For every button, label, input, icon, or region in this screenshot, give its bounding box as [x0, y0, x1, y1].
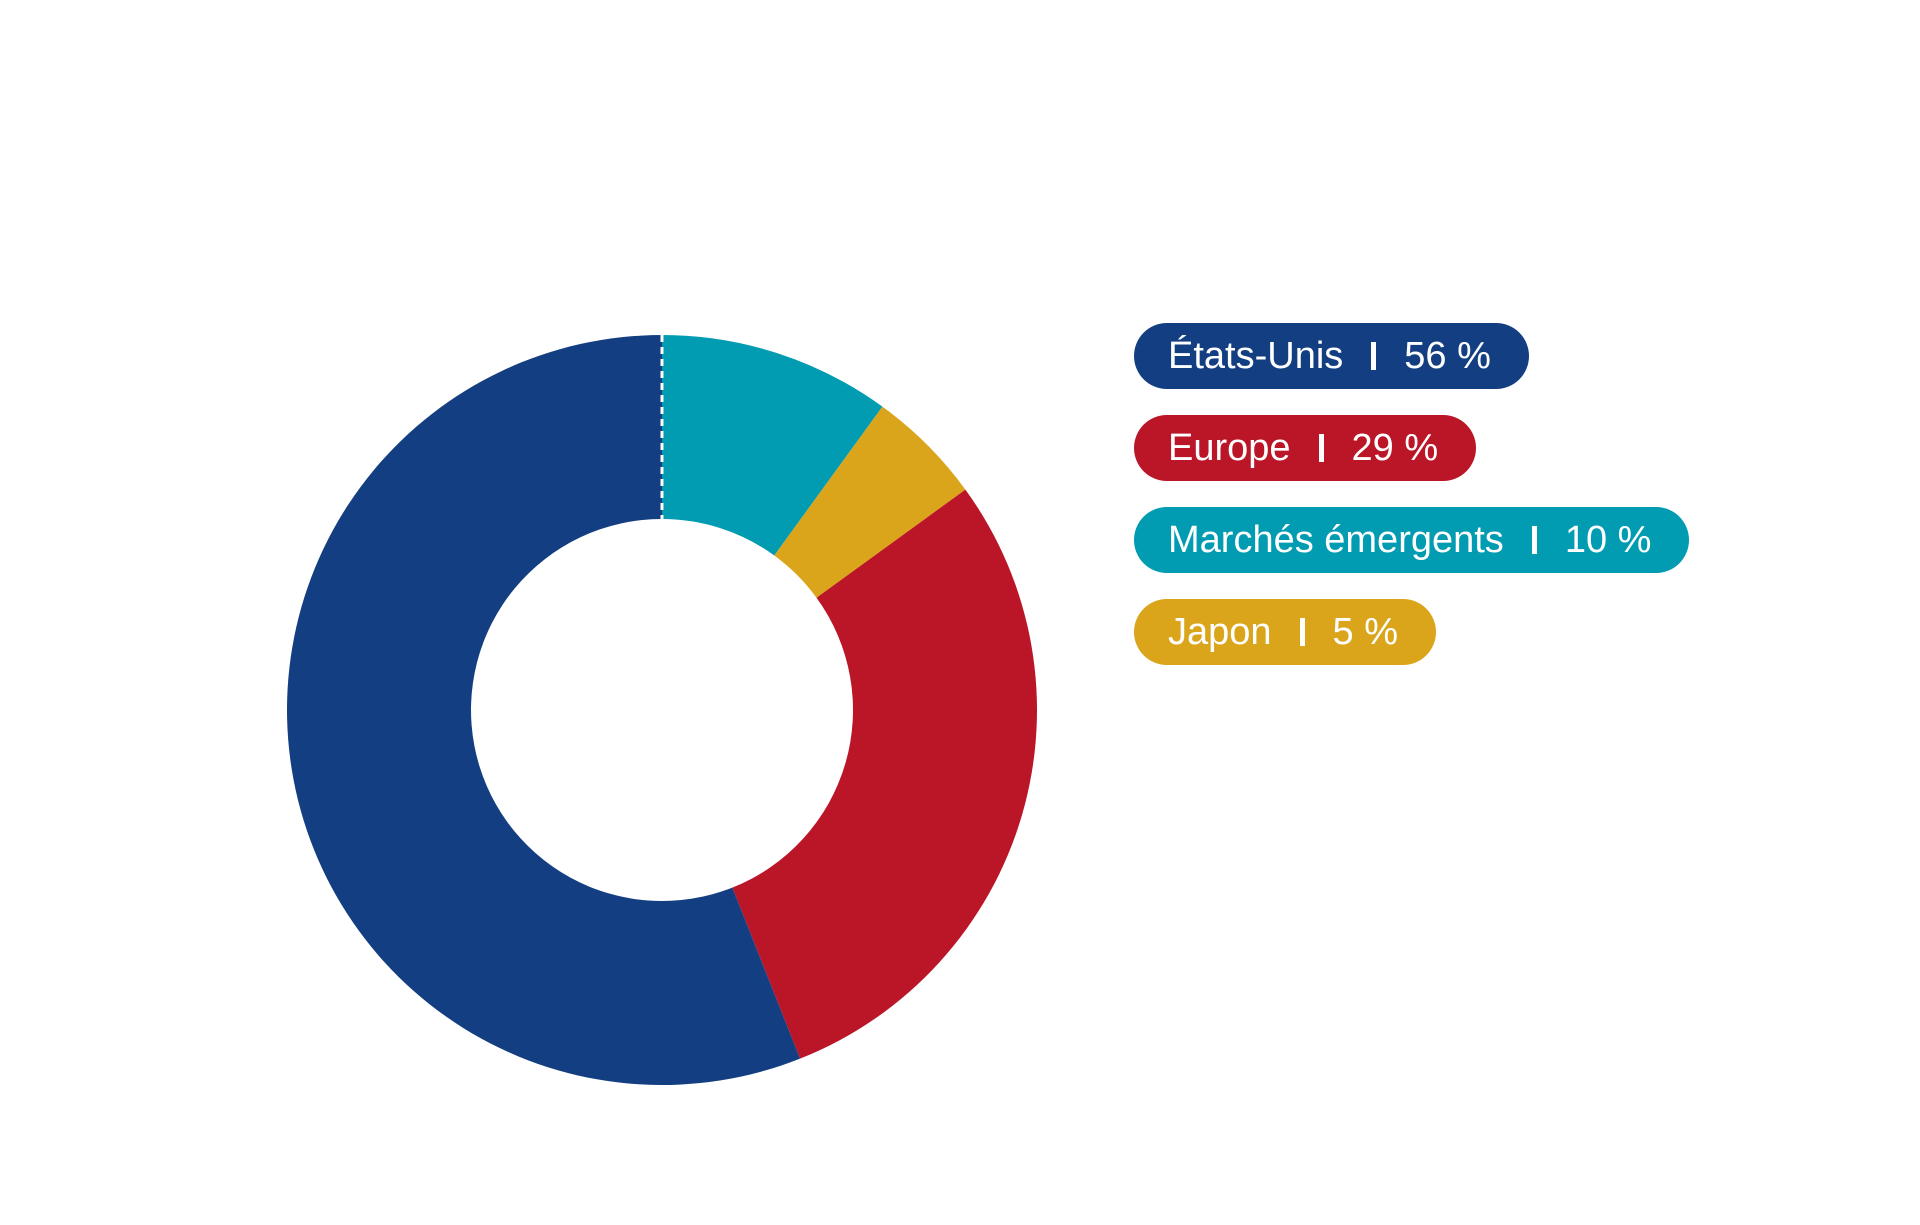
legend-separator — [1531, 526, 1537, 554]
legend-label: États-Unis — [1168, 334, 1344, 377]
slice-marches-emergents — [662, 335, 883, 556]
legend-value: 5 % — [1332, 610, 1399, 653]
legend-label: Europe — [1168, 426, 1291, 469]
legend-item-etats-unis: États-Unis 56 % — [1134, 323, 1529, 389]
slice-europe — [732, 489, 1037, 1059]
legend-label: Japon — [1168, 610, 1272, 653]
legend-separator — [1371, 342, 1377, 370]
legend: États-Unis 56 % Europe 29 % Marchés émer… — [1134, 323, 1690, 665]
slice-etats-unis — [286, 335, 801, 1085]
legend-item-japon: Japon 5 % — [1134, 599, 1437, 665]
legend-item-marches-emergents: Marchés émergents 10 % — [1134, 507, 1690, 573]
legend-separator — [1318, 434, 1324, 462]
legend-item-europe: Europe 29 % — [1134, 415, 1477, 481]
legend-value: 56 % — [1404, 334, 1491, 377]
legend-value: 10 % — [1564, 518, 1652, 561]
legend-separator — [1299, 618, 1305, 646]
legend-label: Marchés émergents — [1168, 518, 1504, 561]
legend-value: 29 % — [1351, 426, 1439, 469]
slice-japon — [774, 406, 966, 598]
